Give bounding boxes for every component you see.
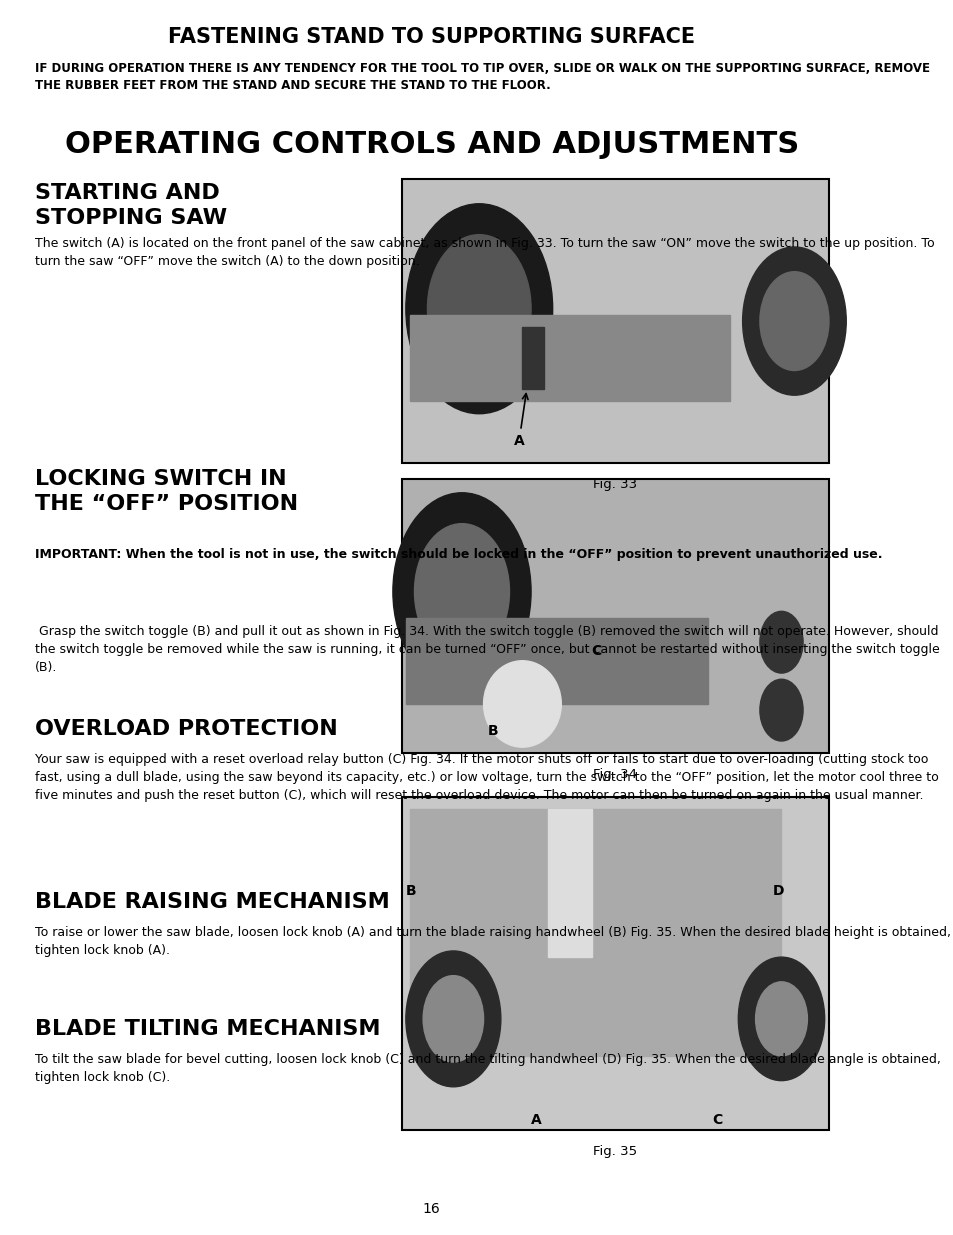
Text: The switch (A) is located on the front panel of the saw cabinet, as shown in Fig: The switch (A) is located on the front p… xyxy=(34,237,933,268)
Circle shape xyxy=(393,493,531,690)
Text: BLADE RAISING MECHANISM: BLADE RAISING MECHANISM xyxy=(34,892,389,911)
Bar xyxy=(522,327,543,389)
Circle shape xyxy=(405,951,500,1087)
Text: To raise or lower the saw blade, loosen lock knob (A) and turn the blade raising: To raise or lower the saw blade, loosen … xyxy=(34,926,949,957)
Polygon shape xyxy=(548,809,591,957)
Text: Fig. 34: Fig. 34 xyxy=(593,768,637,782)
Text: B: B xyxy=(405,884,416,898)
Text: Fig. 33: Fig. 33 xyxy=(593,478,637,492)
Bar xyxy=(410,315,729,401)
Bar xyxy=(405,618,707,704)
Text: OVERLOAD PROTECTION: OVERLOAD PROTECTION xyxy=(34,719,337,739)
Circle shape xyxy=(760,679,802,741)
Circle shape xyxy=(414,524,509,659)
Text: Fig. 35: Fig. 35 xyxy=(593,1145,637,1158)
Text: To tilt the saw blade for bevel cutting, loosen lock knob (C) and turn the tilti: To tilt the saw blade for bevel cutting,… xyxy=(34,1053,940,1084)
Text: IMPORTANT: When the tool is not in use, the switch should be locked in the “OFF”: IMPORTANT: When the tool is not in use, … xyxy=(34,548,882,562)
Text: A: A xyxy=(514,394,527,447)
Text: STARTING AND
STOPPING SAW: STARTING AND STOPPING SAW xyxy=(34,183,227,227)
Bar xyxy=(410,809,781,1056)
Text: D: D xyxy=(772,884,783,898)
Text: A: A xyxy=(531,1113,541,1126)
Circle shape xyxy=(760,272,828,370)
Circle shape xyxy=(738,957,823,1081)
Text: C: C xyxy=(712,1113,722,1126)
Circle shape xyxy=(760,611,802,673)
Text: BLADE TILTING MECHANISM: BLADE TILTING MECHANISM xyxy=(34,1019,379,1039)
Circle shape xyxy=(427,235,531,383)
Bar xyxy=(401,797,828,1130)
Bar xyxy=(401,479,828,753)
Circle shape xyxy=(755,982,806,1056)
Text: LOCKING SWITCH IN
THE “OFF” POSITION: LOCKING SWITCH IN THE “OFF” POSITION xyxy=(34,469,297,514)
Bar xyxy=(401,179,828,463)
Circle shape xyxy=(405,204,552,414)
Text: 16: 16 xyxy=(422,1203,440,1216)
Ellipse shape xyxy=(483,661,560,747)
Circle shape xyxy=(741,247,845,395)
Text: IF DURING OPERATION THERE IS ANY TENDENCY FOR THE TOOL TO TIP OVER, SLIDE OR WAL: IF DURING OPERATION THERE IS ANY TENDENC… xyxy=(34,62,928,93)
Text: Your saw is equipped with a reset overload relay button (C) Fig. 34. If the moto: Your saw is equipped with a reset overlo… xyxy=(34,753,938,803)
Text: FASTENING STAND TO SUPPORTING SURFACE: FASTENING STAND TO SUPPORTING SURFACE xyxy=(168,27,695,47)
Text: Grasp the switch toggle (B) and pull it out as shown in Fig. 34. With the switch: Grasp the switch toggle (B) and pull it … xyxy=(34,625,939,674)
Text: B: B xyxy=(487,724,498,737)
Text: OPERATING CONTROLS AND ADJUSTMENTS: OPERATING CONTROLS AND ADJUSTMENTS xyxy=(65,130,798,158)
Circle shape xyxy=(423,976,483,1062)
Text: C: C xyxy=(591,643,601,657)
